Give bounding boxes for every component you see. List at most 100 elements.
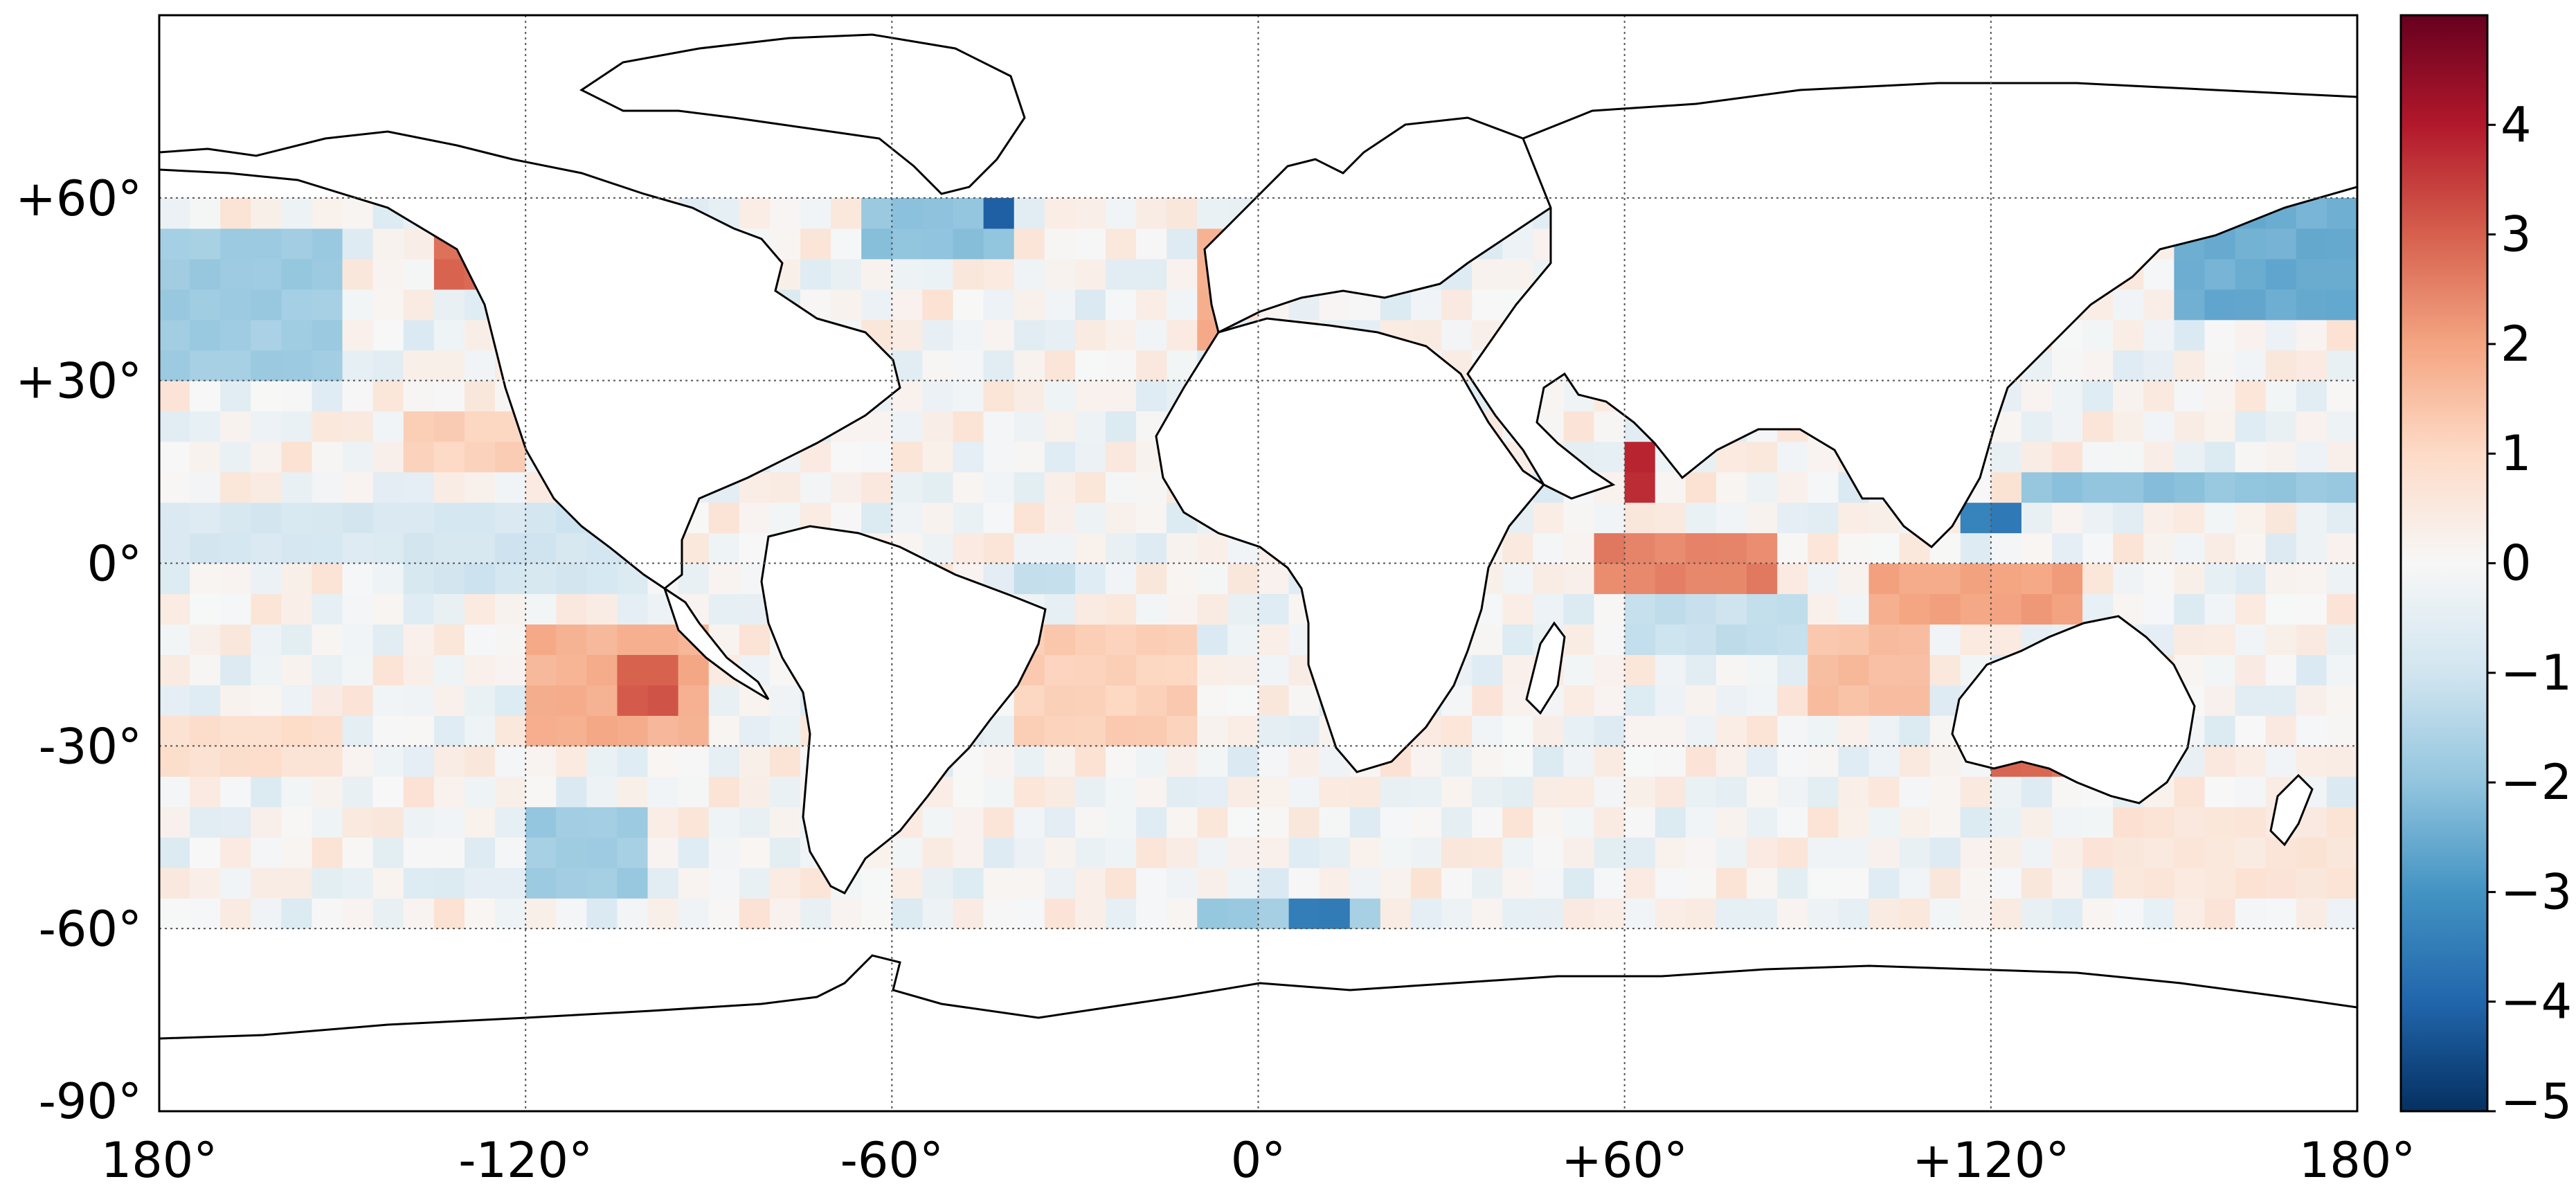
anomaly-cell (1167, 898, 1198, 929)
anomaly-cell (1777, 441, 1808, 473)
anomaly-cell (1563, 898, 1595, 929)
anomaly-cell (983, 807, 1015, 838)
anomaly-cell (1074, 563, 1106, 595)
anomaly-cell (1990, 441, 2022, 473)
anomaly-cell (953, 228, 984, 260)
anomaly-cell (433, 685, 465, 716)
anomaly-cell (2235, 350, 2267, 381)
anomaly-cell (372, 502, 404, 534)
anomaly-cell (1777, 624, 1808, 656)
anomaly-cell (2021, 441, 2053, 473)
anomaly-cell (1624, 746, 1656, 777)
anomaly-cell (1594, 685, 1625, 716)
anomaly-cell (433, 502, 465, 534)
anomaly-cell (2296, 258, 2327, 290)
anomaly-cell (2174, 898, 2206, 929)
anomaly-cell (922, 868, 954, 899)
anomaly-cell (1502, 624, 1533, 656)
anomaly-cell (433, 411, 465, 442)
anomaly-cell (769, 471, 801, 503)
anomaly-cell (1106, 197, 1137, 229)
anomaly-cell (1990, 624, 2022, 656)
anomaly-cell (1777, 532, 1808, 564)
anomaly-cell (1197, 715, 1229, 746)
x-tick-label: -120° (458, 1132, 593, 1189)
anomaly-cell (1533, 837, 1565, 868)
anomaly-cell (586, 563, 618, 595)
anomaly-cell (861, 197, 892, 229)
anomaly-cell (1899, 776, 1931, 807)
anomaly-cell (800, 228, 831, 260)
anomaly-cell (2326, 502, 2357, 534)
anomaly-cell (403, 563, 435, 595)
anomaly-cell (1868, 532, 1900, 564)
anomaly-cell (1502, 776, 1533, 807)
anomaly-cell (372, 624, 404, 656)
anomaly-cell (1472, 624, 1503, 656)
anomaly-cell (1777, 715, 1808, 746)
anomaly-cell (1868, 898, 1900, 929)
anomaly-cell (1136, 380, 1167, 412)
anomaly-cell (678, 898, 710, 929)
anomaly-cell (2235, 776, 2267, 807)
anomaly-cell (464, 593, 496, 625)
anomaly-cell (1990, 837, 2022, 868)
anomaly-cell (2143, 837, 2175, 868)
anomaly-cell (2265, 715, 2297, 746)
anomaly-cell (2174, 411, 2206, 442)
anomaly-cell (342, 654, 374, 685)
anomaly-cell (983, 258, 1015, 290)
anomaly-cell (1227, 685, 1259, 716)
anomaly-cell (2174, 868, 2206, 899)
anomaly-cell (708, 593, 740, 625)
anomaly-cell (312, 502, 343, 534)
anomaly-cell (312, 746, 343, 777)
anomaly-cell (190, 807, 221, 838)
anomaly-cell (159, 471, 190, 503)
anomaly-cell (739, 776, 771, 807)
anomaly-cell (2204, 258, 2236, 290)
anomaly-cell (159, 319, 190, 351)
anomaly-cell (2265, 685, 2297, 716)
anomaly-cell (1441, 715, 1472, 746)
anomaly-cell (1197, 685, 1229, 716)
anomaly-cell (2204, 776, 2236, 807)
anomaly-cell (1563, 624, 1595, 656)
anomaly-cell (922, 532, 954, 564)
anomaly-cell (1838, 807, 1870, 838)
anomaly-cell (1624, 898, 1656, 929)
anomaly-cell (1715, 502, 1747, 534)
anomaly-cell (1106, 258, 1137, 290)
anomaly-cell (1838, 654, 1870, 685)
anomaly-cell (403, 350, 435, 381)
anomaly-cell (892, 411, 924, 442)
anomaly-cell (1533, 776, 1565, 807)
anomaly-cell (403, 868, 435, 899)
anomaly-cell (251, 502, 282, 534)
anomaly-cell (190, 441, 221, 473)
anomaly-cell (1960, 624, 1992, 656)
anomaly-cell (2174, 502, 2206, 534)
anomaly-cell (953, 441, 984, 473)
anomaly-cell (1258, 807, 1290, 838)
anomaly-cell (678, 837, 710, 868)
anomaly-cell (556, 776, 587, 807)
anomaly-cell (220, 319, 251, 351)
anomaly-cell (281, 868, 313, 899)
anomaly-cell (2174, 319, 2206, 351)
anomaly-cell (342, 289, 374, 321)
anomaly-cell (342, 715, 374, 746)
anomaly-cell (1563, 593, 1595, 625)
anomaly-cell (1136, 624, 1167, 656)
anomaly-cell (220, 654, 251, 685)
anomaly-cell (2265, 593, 2297, 625)
anomaly-cell (617, 746, 649, 777)
anomaly-cell (1136, 228, 1167, 260)
anomaly-cell (1838, 593, 1870, 625)
anomaly-cell (678, 685, 710, 716)
anomaly-cell (1715, 715, 1747, 746)
anomaly-cell (372, 532, 404, 564)
anomaly-cell (1197, 898, 1229, 929)
anomaly-cell (1044, 776, 1076, 807)
anomaly-cell (861, 471, 892, 503)
